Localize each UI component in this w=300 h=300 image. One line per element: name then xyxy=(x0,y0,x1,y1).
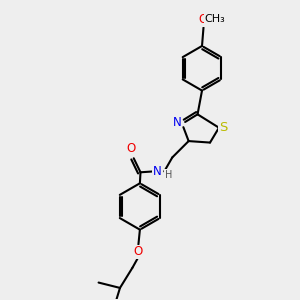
Text: O: O xyxy=(199,13,208,26)
Text: N: N xyxy=(153,165,162,178)
Text: O: O xyxy=(126,142,135,155)
Text: H: H xyxy=(165,170,172,180)
Text: CH₃: CH₃ xyxy=(204,14,225,24)
Text: N: N xyxy=(173,116,182,129)
Text: O: O xyxy=(134,245,143,258)
Text: S: S xyxy=(220,121,228,134)
